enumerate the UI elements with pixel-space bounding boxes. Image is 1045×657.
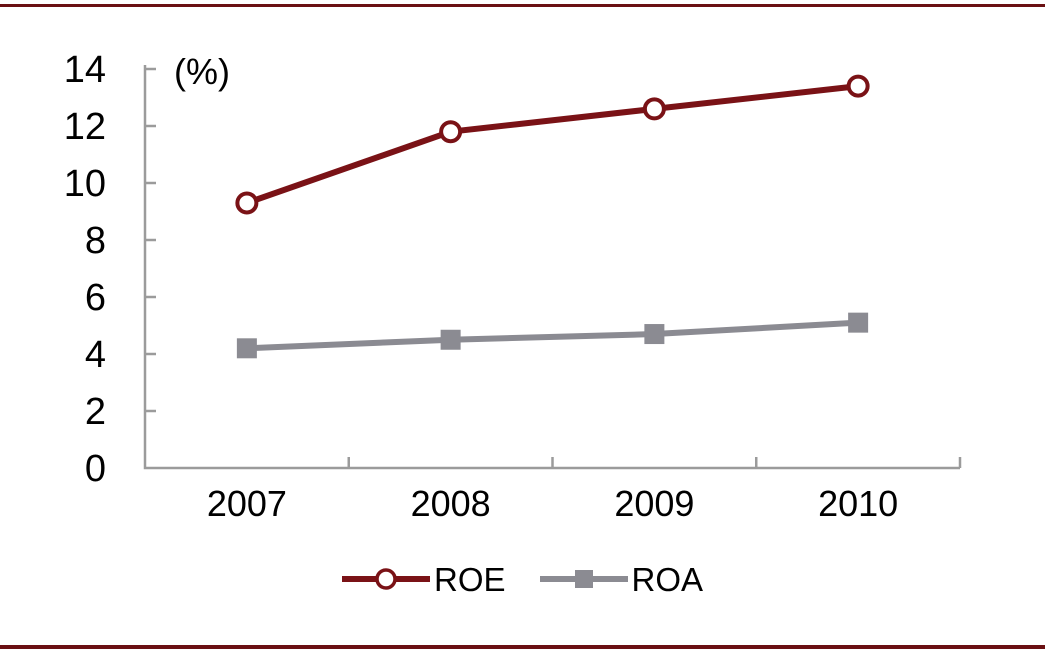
y-tick-label: 8 bbox=[85, 220, 106, 262]
x-tick-label: 2009 bbox=[614, 483, 694, 524]
roa-data-point-marker bbox=[440, 329, 461, 350]
legend-label-roe: ROE bbox=[433, 560, 506, 598]
x-tick-label: 2010 bbox=[818, 483, 898, 524]
y-tick-label: 0 bbox=[85, 448, 106, 490]
y-tick-label: 4 bbox=[85, 334, 106, 376]
roe-series-line bbox=[245, 83, 859, 206]
roe-swatch-circle bbox=[375, 568, 397, 590]
top-divider-rule bbox=[0, 4, 1045, 7]
roe-line-marker-icon bbox=[341, 568, 430, 590]
roa-data-point-marker bbox=[236, 338, 257, 359]
y-tick-label: 14 bbox=[64, 49, 106, 91]
roe-data-point-marker bbox=[846, 74, 870, 98]
roe-data-point-marker bbox=[642, 97, 666, 121]
y-tick-label: 10 bbox=[64, 163, 106, 205]
roa-data-point-marker bbox=[644, 324, 665, 345]
x-tick-label: 2008 bbox=[411, 483, 491, 524]
y-axis-unit-label: (%) bbox=[174, 51, 230, 92]
roa-swatch-square bbox=[574, 570, 593, 588]
roa-series-line bbox=[246, 319, 859, 352]
roe-data-point-marker bbox=[235, 191, 259, 215]
legend-item-roa: ROA bbox=[539, 560, 704, 598]
x-tick-label: 2007 bbox=[207, 483, 287, 524]
legend-item-roe: ROE bbox=[341, 560, 506, 598]
roe-data-point-marker bbox=[439, 120, 463, 144]
y-tick-label: 12 bbox=[64, 106, 106, 148]
bottom-divider-rule bbox=[0, 645, 1045, 649]
roa-data-point-marker bbox=[848, 312, 869, 333]
chart-legend: ROE ROA bbox=[0, 559, 1045, 599]
y-tick-label: 2 bbox=[85, 391, 106, 433]
y-tick-label: 6 bbox=[85, 277, 106, 319]
legend-label-roa: ROA bbox=[631, 560, 704, 598]
axis-lines bbox=[143, 65, 960, 470]
roa-line-marker-icon bbox=[539, 570, 628, 588]
